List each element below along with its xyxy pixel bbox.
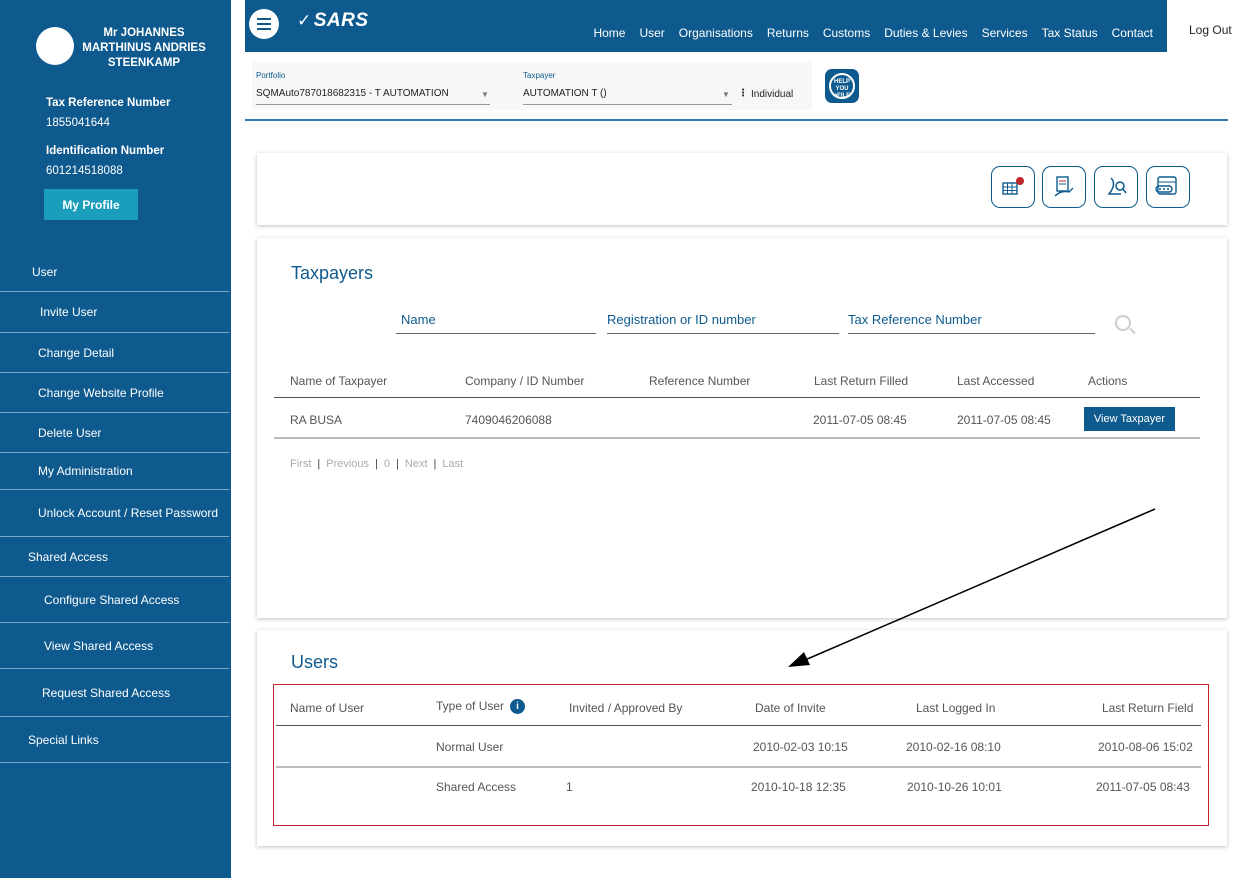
pager-last[interactable]: Last xyxy=(442,458,464,470)
taxpayer-label: Taxpayer xyxy=(523,71,556,80)
sidebar-item-configure-shared-access[interactable]: Configure Shared Access xyxy=(0,577,229,623)
sidebar-menu: User Invite User Change Detail Change We… xyxy=(0,252,229,763)
col-last-return-filled: Last Return Filled xyxy=(814,374,909,388)
sidebar-item-invite-user[interactable]: Invite User xyxy=(0,292,229,333)
nav-tax-status[interactable]: Tax Status xyxy=(1041,26,1098,40)
taxpayer-select[interactable]: AUTOMATION T () xyxy=(523,88,607,99)
sars-logo[interactable]: ✓ SARS xyxy=(297,10,369,31)
my-profile-button[interactable]: My Profile xyxy=(44,189,138,220)
taxpayer-last-accessed: 2011-07-05 08:45 xyxy=(957,413,1051,427)
profile-name: Mr JOHANNES MARTHINUS ANDRIES STEENKAMP xyxy=(82,27,206,69)
user-last-login: 2010-02-16 08:10 xyxy=(906,740,1001,754)
sidebar-item-unlock-account[interactable]: Unlock Account / Reset Password xyxy=(0,490,229,537)
col-name-of-taxpayer: Name of Taxpayer xyxy=(290,374,388,388)
id-number-value: 601214518088 xyxy=(46,165,123,177)
highlight-box xyxy=(273,684,1209,826)
col-invited-approved-by: Invited / Approved By xyxy=(569,701,683,715)
info-icon[interactable]: i xyxy=(510,699,526,715)
users-title: Users xyxy=(291,652,339,672)
pager-next[interactable]: Next xyxy=(404,458,428,470)
sidebar-item-special-links[interactable]: Special Links xyxy=(0,717,229,763)
sidebar: Mr JOHANNES MARTHINUS ANDRIES STEENKAMP … xyxy=(0,0,231,878)
col-date-of-invite: Date of Invite xyxy=(755,701,826,715)
logout-link[interactable]: Log Out xyxy=(1189,23,1232,37)
name-search-field[interactable]: Name xyxy=(401,312,436,327)
sidebar-item-user[interactable]: User xyxy=(0,252,229,292)
sidebar-item-request-shared-access[interactable]: Request Shared Access xyxy=(0,669,229,717)
nav-services[interactable]: Services xyxy=(981,26,1028,40)
user-last-return: 2010-08-06 15:02 xyxy=(1098,740,1193,754)
portfolio-chevron-down-icon[interactable]: ▼ xyxy=(481,90,489,99)
nav-contact[interactable]: Contact xyxy=(1111,26,1153,40)
user-date-invite: 2010-10-18 12:35 xyxy=(751,780,846,794)
users-card xyxy=(257,630,1227,846)
pager-previous[interactable]: Previous xyxy=(326,458,370,470)
user-last-return: 2011-07-05 08:43 xyxy=(1096,780,1190,794)
nav-organisations[interactable]: Organisations xyxy=(678,26,753,40)
col-type-of-user: Type of User i xyxy=(436,699,526,715)
main-nav: Home User Organisations Returns Customs … xyxy=(593,26,1153,40)
profile-search-icon[interactable] xyxy=(1094,166,1138,208)
user-type: Shared Access xyxy=(436,780,517,794)
sidebar-item-shared-access[interactable]: Shared Access xyxy=(0,537,229,577)
help-you-efile-icon[interactable]: HELP YOU eFILE xyxy=(825,69,859,103)
tax-ref-label: Tax Reference Number xyxy=(46,97,171,109)
taxpayer-name: RA BUSA xyxy=(290,413,343,427)
browser-password-icon[interactable] xyxy=(1146,166,1190,208)
nav-duties-levies[interactable]: Duties & Levies xyxy=(884,26,968,40)
col-reference-number: Reference Number xyxy=(649,374,751,388)
taxpayer-last-return: 2011-07-05 08:45 xyxy=(813,413,907,427)
header-divider xyxy=(245,119,1228,121)
portfolio-bar: Portfolio SQMAuto787018682315 - T AUTOMA… xyxy=(252,62,812,110)
col-last-return-field: Last Return Field xyxy=(1102,701,1194,715)
user-type: Normal User xyxy=(436,740,504,754)
id-number-label: Identification Number xyxy=(46,145,165,157)
search-icon[interactable] xyxy=(1115,315,1131,331)
taxpayers-title: Taxpayers xyxy=(291,263,374,283)
user-last-login: 2010-10-26 10:01 xyxy=(907,780,1002,794)
registration-search-field[interactable]: Registration or ID number xyxy=(607,312,756,327)
taxpayer-type: Individual xyxy=(751,89,794,100)
pager-page[interactable]: 0 xyxy=(383,458,391,470)
avatar xyxy=(36,27,74,65)
user-invited-by: 1 xyxy=(566,780,573,794)
pager-first[interactable]: First xyxy=(290,458,312,470)
col-actions: Actions xyxy=(1088,374,1128,388)
taxpayers-card xyxy=(257,238,1227,618)
nav-returns[interactable]: Returns xyxy=(766,26,809,40)
col-name-of-user: Name of User xyxy=(290,701,365,715)
pagination: First | Previous | 0 | Next | Last xyxy=(290,458,464,470)
hamburger-menu-icon[interactable] xyxy=(249,9,279,39)
top-navigation-bar: ✓ SARS Home User Organisations Returns Cu… xyxy=(245,0,1167,52)
sidebar-item-view-shared-access[interactable]: View Shared Access xyxy=(0,623,229,669)
sidebar-item-my-administration[interactable]: My Administration xyxy=(0,453,229,490)
nav-user[interactable]: User xyxy=(639,26,665,40)
tax-reference-search-field[interactable]: Tax Reference Number xyxy=(848,312,982,327)
col-company-id: Company / ID Number xyxy=(465,374,585,388)
col-last-accessed: Last Accessed xyxy=(957,374,1035,388)
nav-home[interactable]: Home xyxy=(593,26,626,40)
kebab-menu-icon[interactable]: ⋮ xyxy=(738,88,748,99)
taxpayer-id: 7409046206088 xyxy=(465,413,552,427)
portfolio-select[interactable]: SQMAuto787018682315 - T AUTOMATION xyxy=(256,88,449,99)
col-last-logged-in: Last Logged In xyxy=(916,701,996,715)
tax-ref-value: 1855041644 xyxy=(46,117,110,129)
document-hand-icon[interactable] xyxy=(1042,166,1086,208)
sidebar-item-delete-user[interactable]: Delete User xyxy=(0,413,229,453)
taxpayer-chevron-down-icon[interactable]: ▼ xyxy=(722,90,730,99)
calendar-notification-icon[interactable] xyxy=(991,166,1035,208)
view-taxpayer-button[interactable]: View Taxpayer xyxy=(1084,407,1175,431)
user-date-invite: 2010-02-03 10:15 xyxy=(753,740,848,754)
sidebar-item-change-detail[interactable]: Change Detail xyxy=(0,333,229,373)
nav-customs[interactable]: Customs xyxy=(822,26,871,40)
sidebar-item-change-website-profile[interactable]: Change Website Profile xyxy=(0,373,229,413)
portfolio-label: Portfolio xyxy=(256,71,286,80)
